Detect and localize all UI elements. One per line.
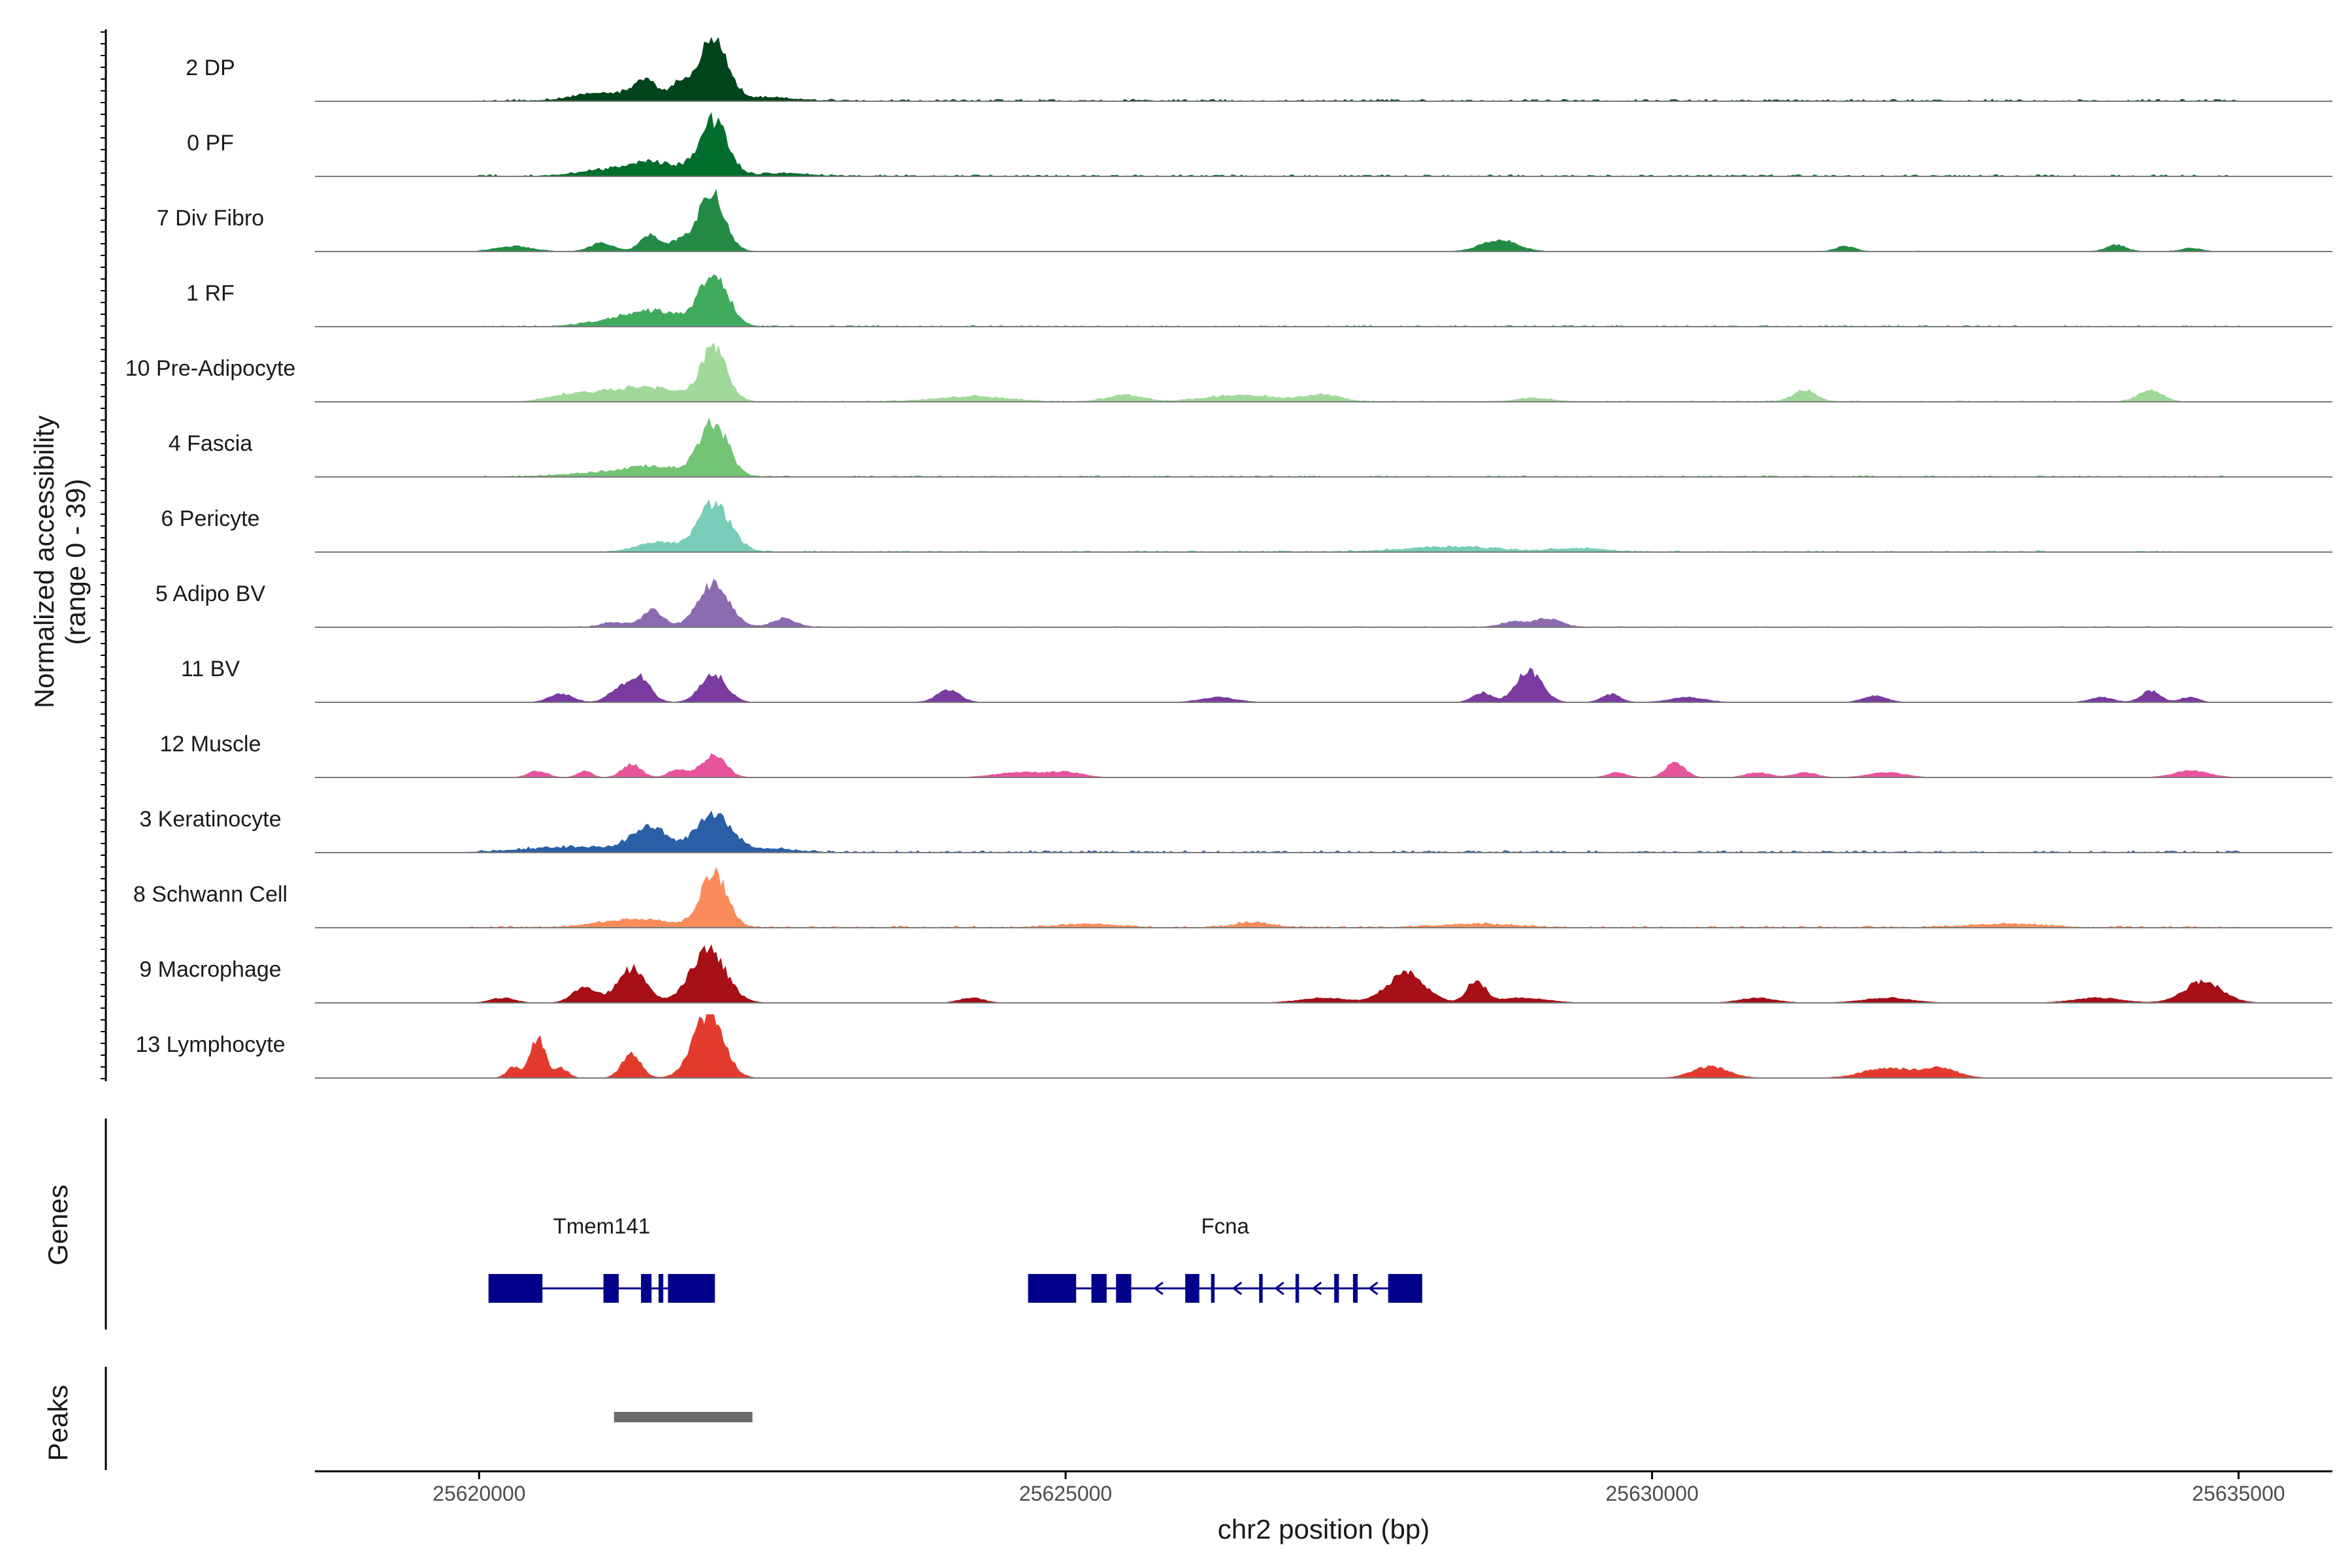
gene-label-tmem141: Tmem141 <box>553 1214 651 1238</box>
gene-exon <box>603 1274 619 1303</box>
gene-exon <box>1295 1274 1299 1303</box>
track-9-macrophage: 9 Macrophage <box>139 944 2332 1004</box>
track-label-3-keratinocyte: 3 Keratinocyte <box>139 807 281 832</box>
gene-exon <box>488 1274 543 1303</box>
gene-exon <box>1091 1274 1107 1303</box>
gene-exon <box>668 1274 715 1303</box>
peak-region <box>613 1412 753 1422</box>
track-10-pre-adipocyte: 10 Pre-Adipocyte <box>125 342 2332 402</box>
coverage-area-1-rf <box>315 274 2332 327</box>
x-axis-title: chr2 position (bp) <box>1218 1514 1430 1544</box>
coverage-area-7-div-fibro <box>315 188 2332 252</box>
x-axis: 25620000 25625000 25630000 25635000 <box>315 1470 2332 1505</box>
peaks-panel-title: Peaks <box>42 1385 73 1462</box>
track-label-2-dp: 2 DP <box>186 56 235 80</box>
x-tick-label: 25620000 <box>433 1482 525 1505</box>
x-tick-label: 25635000 <box>2192 1482 2285 1505</box>
gene-exon <box>1388 1274 1422 1303</box>
track-label-8-schwann-cell: 8 Schwann Cell <box>133 882 287 907</box>
track-label-5-adipo-bv: 5 Adipo BV <box>155 581 266 606</box>
track-6-pericyte: 6 Pericyte <box>161 498 2332 553</box>
y-axis-title-line1: Normalized accessibility <box>29 416 59 708</box>
gene-exon <box>1352 1274 1358 1303</box>
strand-arrow-icon <box>1367 1281 1379 1296</box>
track-label-1-rf: 1 RF <box>186 281 235 306</box>
coverage-area-12-muscle <box>315 753 2332 778</box>
track-0-pf: 0 PF <box>187 112 2332 177</box>
track-12-muscle: 12 Muscle <box>160 732 2332 778</box>
x-tick-label: 25625000 <box>1019 1482 1112 1505</box>
coverage-area-0-pf <box>315 112 2332 177</box>
y-axis <box>101 29 107 1081</box>
gene-exon <box>1334 1274 1339 1303</box>
track-13-lymphocyte: 13 Lymphocyte <box>135 1014 2332 1079</box>
genes-panel: Tmem141 Fcna <box>105 1119 1422 1330</box>
genes-panel-title: Genes <box>42 1184 73 1266</box>
coverage-area-9-macrophage <box>315 944 2332 1004</box>
gene-fcna: Fcna <box>1028 1214 1422 1303</box>
gene-exon <box>641 1274 652 1303</box>
coverage-tracks: 2 DP 0 PF 7 Div Fibro 1 RF 10 Pre-Adipocyte 4… <box>125 37 2332 1079</box>
coverage-area-6-pericyte <box>315 498 2332 553</box>
coverage-area-5-adipo-bv <box>315 578 2332 628</box>
strand-arrow-icon <box>1153 1281 1164 1296</box>
strand-arrow-icon <box>1232 1281 1243 1296</box>
track-label-11-bv: 11 BV <box>181 657 240 681</box>
track-label-10-pre-adipocyte: 10 Pre-Adipocyte <box>125 356 296 381</box>
gene-exon <box>659 1274 664 1303</box>
gene-exon <box>1185 1274 1200 1303</box>
gene-label-fcna: Fcna <box>1201 1214 1250 1238</box>
y-axis-title-line2: (range 0 - 39) <box>60 479 91 645</box>
gene-exon <box>1259 1274 1263 1303</box>
track-label-6-pericyte: 6 Pericyte <box>161 506 259 531</box>
track-label-13-lymphocyte: 13 Lymphocyte <box>135 1032 285 1057</box>
coverage-area-3-keratinocyte <box>315 810 2332 853</box>
coverage-area-8-schwann-cell <box>315 866 2332 928</box>
track-8-schwann-cell: 8 Schwann Cell <box>133 866 2332 928</box>
coverage-area-10-pre-adipocyte <box>315 342 2332 402</box>
strand-arrow-icon <box>1311 1281 1322 1296</box>
coverage-area-2-dp <box>315 37 2332 102</box>
track-3-keratinocyte: 3 Keratinocyte <box>139 807 2332 853</box>
coverage-area-11-bv <box>315 667 2332 703</box>
track-label-0-pf: 0 PF <box>187 131 234 155</box>
track-5-adipo-bv: 5 Adipo BV <box>155 578 2332 628</box>
gene-exon <box>1028 1274 1077 1303</box>
track-11-bv: 11 BV <box>181 657 2332 703</box>
track-2-dp: 2 DP <box>186 37 2332 102</box>
gene-exon <box>1211 1274 1215 1303</box>
strand-arrow-icon <box>1274 1281 1284 1296</box>
x-tick-label: 25630000 <box>1606 1482 1699 1505</box>
gene-exon <box>1116 1274 1132 1303</box>
track-label-9-macrophage: 9 Macrophage <box>139 957 281 982</box>
peaks-panel <box>105 1367 753 1470</box>
track-label-7-div-fibro: 7 Div Fibro <box>157 206 264 231</box>
track-label-4-fascia: 4 Fascia <box>169 431 253 456</box>
track-7-div-fibro: 7 Div Fibro <box>157 188 2332 252</box>
gene-tmem141: Tmem141 <box>488 1214 715 1303</box>
track-1-rf: 1 RF <box>186 274 2332 327</box>
coverage-area-13-lymphocyte <box>315 1014 2332 1079</box>
track-4-fascia: 4 Fascia <box>169 417 2332 478</box>
coverage-area-4-fascia <box>315 417 2332 478</box>
track-label-12-muscle: 12 Muscle <box>160 732 261 757</box>
